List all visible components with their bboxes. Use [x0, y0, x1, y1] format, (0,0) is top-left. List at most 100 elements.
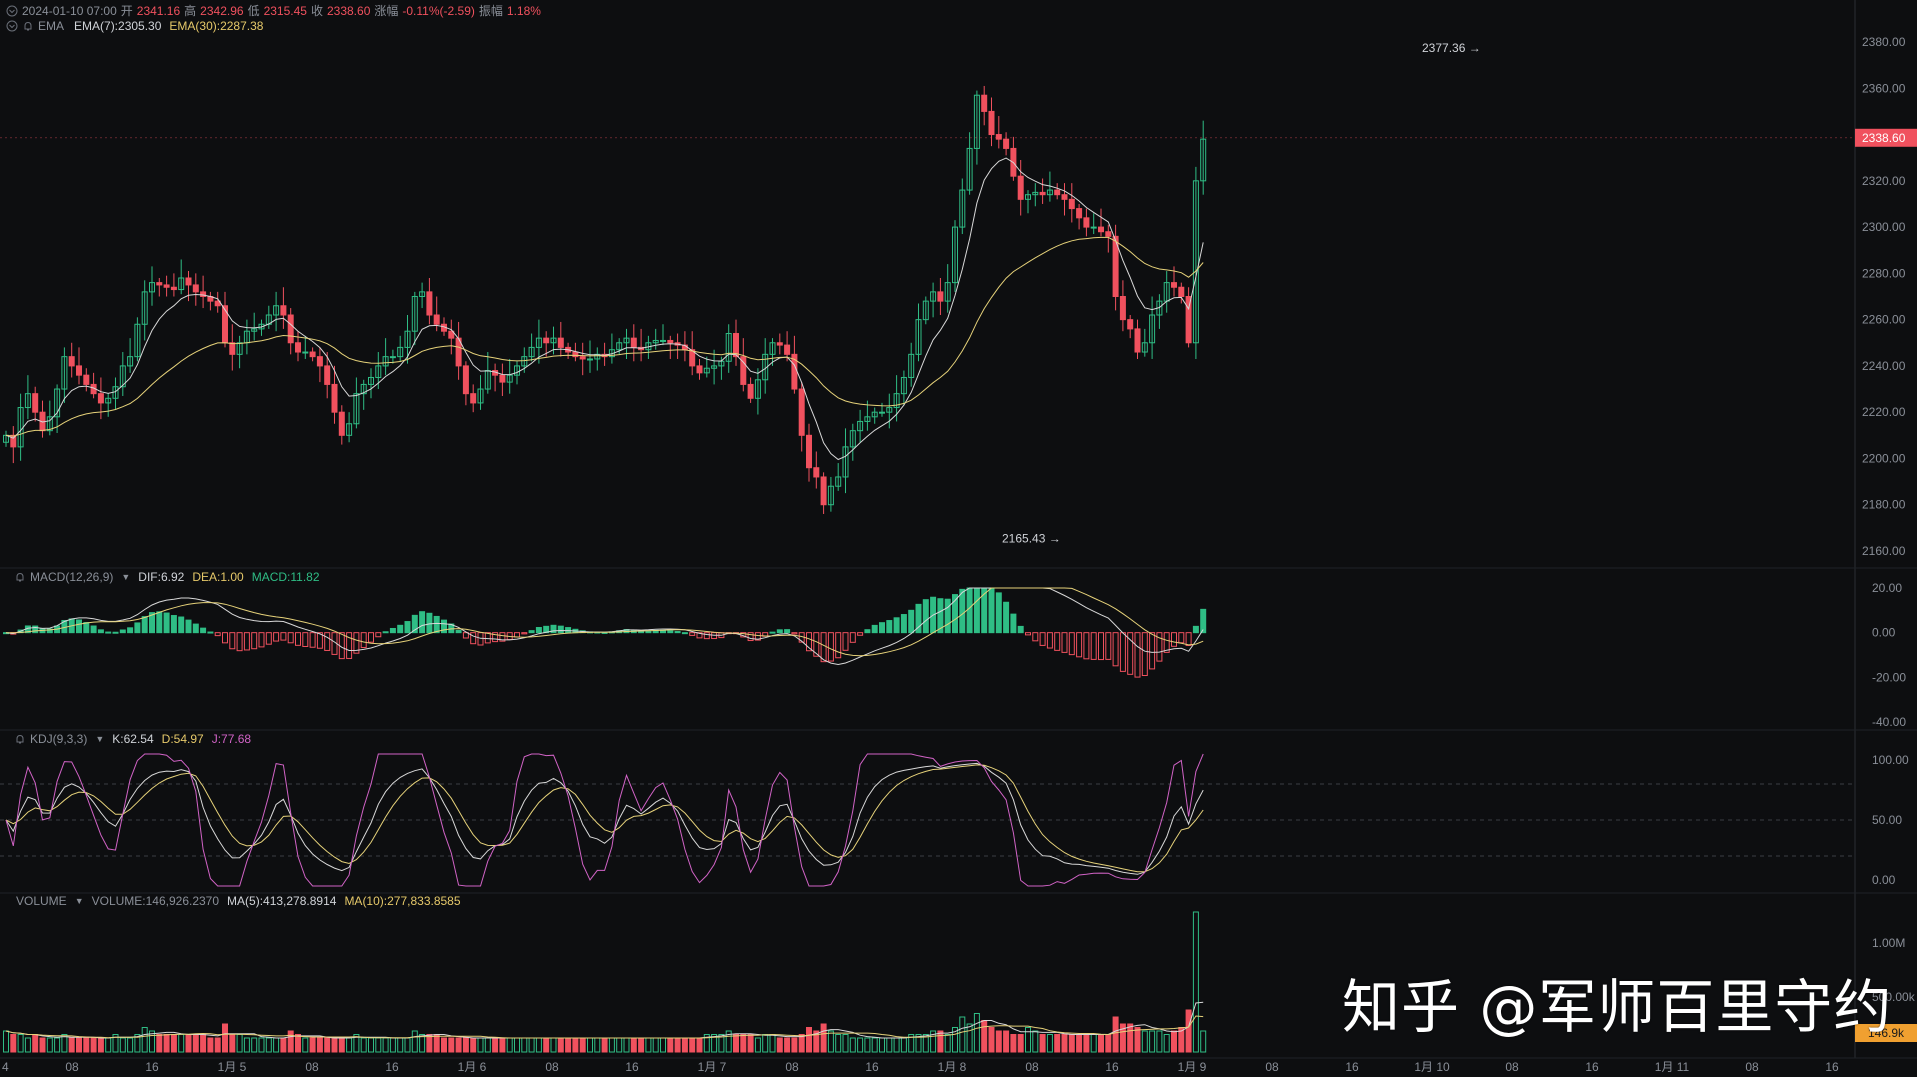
volume-bar — [922, 1034, 929, 1053]
macd-bar — [368, 632, 374, 643]
x-axis-label: 08 — [1265, 1060, 1279, 1074]
x-axis-label: 16 — [625, 1060, 639, 1074]
macd-bar — [192, 623, 199, 634]
caret-down-icon[interactable]: ▼ — [74, 896, 84, 906]
candle-body — [1046, 189, 1053, 196]
volume-bar — [813, 1030, 820, 1053]
volume-bar — [645, 1037, 652, 1053]
macd-bar — [1112, 632, 1119, 667]
macd-bar — [1134, 632, 1141, 678]
volume-bar — [1112, 1016, 1119, 1053]
price-tick-label: 2260.00 — [1862, 313, 1906, 327]
volume-bar — [681, 1037, 688, 1053]
volume-bar — [1127, 1023, 1134, 1053]
candle-body — [1098, 226, 1104, 233]
bell-icon[interactable] — [14, 733, 26, 745]
macd-bar — [149, 612, 155, 634]
volume-bar — [1017, 1034, 1024, 1053]
candle-body — [572, 351, 579, 358]
volume-bar — [433, 1034, 440, 1053]
x-axis-label: 08 — [305, 1060, 319, 1074]
macd-bar — [966, 587, 973, 634]
macd-bar — [820, 632, 827, 663]
x-axis-label: 08 — [1505, 1060, 1519, 1074]
macd-bar — [1083, 632, 1090, 660]
x-axis-label: 1月 7 — [698, 1060, 727, 1074]
volume-bar — [1171, 1030, 1177, 1053]
volume-bar — [492, 1037, 499, 1053]
volume-ma10: MA(10):277,833.8585 — [344, 894, 461, 908]
volume-bar — [280, 1037, 287, 1053]
volume-bar — [543, 1037, 550, 1053]
macd-bar — [112, 631, 119, 634]
candle-body — [156, 282, 163, 286]
volume-bar — [506, 1037, 513, 1053]
ema7-line — [5, 157, 1204, 461]
macd-bar — [1017, 625, 1024, 634]
macd-bar — [105, 631, 112, 634]
volume-bar — [10, 1034, 17, 1053]
macd-bar — [1090, 632, 1097, 660]
macd-bar — [886, 620, 893, 634]
watermark-text: 知乎 @军师百里守约 — [1342, 973, 1893, 1041]
volume-current-tag — [1855, 1024, 1917, 1042]
candle-body — [419, 291, 426, 298]
volume-bar — [630, 1037, 637, 1053]
x-axis-label: 16 — [145, 1060, 159, 1074]
volume-bar — [24, 1037, 31, 1053]
macd-bar — [893, 617, 900, 634]
macd-bar — [295, 632, 301, 646]
candle-body — [930, 291, 937, 302]
kdj-k: K:62.54 — [112, 732, 154, 746]
macd-bar — [1141, 632, 1148, 677]
macd-bar — [674, 631, 681, 634]
candle-body — [178, 277, 185, 291]
volume-bar — [1083, 1034, 1090, 1053]
candle-body — [54, 388, 61, 418]
volume-bar — [295, 1034, 301, 1053]
macd-bar — [353, 632, 360, 654]
candle-body — [981, 94, 988, 112]
x-axis-label: 1月 5 — [218, 1060, 247, 1074]
volume-bar — [68, 1037, 75, 1053]
ema30-value: EMA(30):2287.38 — [169, 19, 264, 33]
price-tick-label: 2240.00 — [1862, 359, 1906, 373]
macd-bar — [316, 632, 323, 649]
candle-body — [587, 358, 593, 361]
candle-body — [1192, 180, 1199, 344]
current-price-tag — [1855, 128, 1917, 147]
caret-down-icon[interactable]: ▼ — [95, 734, 105, 744]
kdj-legend: KDJ(9,3,3) ▼ K:62.54 D:54.97 J:77.68 — [14, 732, 251, 746]
macd-bar — [835, 632, 842, 659]
bell-icon[interactable] — [14, 571, 26, 583]
macd-dif: DIF:6.92 — [138, 570, 185, 584]
macd-bar — [879, 622, 885, 634]
volume-bar — [346, 1037, 353, 1053]
volume-bar — [426, 1034, 433, 1053]
volume-bar — [97, 1037, 104, 1053]
x-axis-label: 1月 6 — [458, 1060, 487, 1074]
chevron-circle-icon[interactable] — [6, 5, 18, 17]
candle-body — [944, 282, 951, 302]
volume-bar — [944, 1034, 951, 1053]
caret-down-icon[interactable]: ▼ — [121, 572, 131, 582]
macd-bar — [265, 632, 272, 645]
candle-body — [1032, 191, 1039, 196]
macd-bar — [1178, 632, 1185, 644]
volume-bar — [528, 1037, 535, 1053]
chevron-circle-icon[interactable] — [6, 20, 18, 32]
volume-bar — [316, 1037, 323, 1053]
candle-body — [550, 337, 557, 344]
kdj-d-line — [5, 764, 1204, 873]
macd-bar — [696, 632, 703, 639]
bell-icon[interactable] — [22, 20, 34, 32]
macd-bar — [864, 629, 871, 634]
macd-bar — [243, 632, 250, 651]
volume-bar — [76, 1037, 82, 1053]
macd-tick-label: -20.00 — [1872, 670, 1906, 684]
candle-body — [163, 284, 170, 288]
candle-body — [835, 476, 842, 487]
volume-bar — [127, 1037, 134, 1053]
volume-bar — [740, 1034, 747, 1053]
